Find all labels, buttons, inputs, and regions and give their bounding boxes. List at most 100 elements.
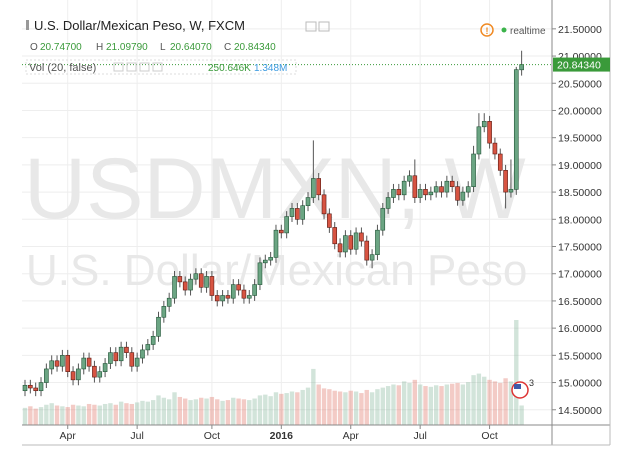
y-tick-label: 17.00000: [558, 269, 602, 281]
candle-body: [198, 273, 204, 288]
candle-body: [49, 360, 55, 370]
candle-body: [508, 189, 514, 193]
y-tick-label: 16.50000: [558, 296, 602, 308]
volume-bar: [134, 402, 140, 425]
candle-body: [353, 232, 359, 250]
volume-bar: [375, 389, 380, 425]
volume-bar: [492, 381, 498, 425]
volume-bar: [22, 407, 28, 425]
volume-bar: [247, 400, 252, 425]
candle-body: [177, 276, 183, 283]
icon[interactable]: [139, 62, 150, 72]
legend-value: 21.09790: [106, 42, 148, 53]
volume-bar: [177, 396, 183, 425]
candles: [22, 50, 524, 397]
candle-body: [65, 355, 71, 372]
candle-body: [76, 368, 81, 381]
candle-body: [465, 186, 471, 193]
candle-body: [60, 355, 65, 367]
candle-body: [145, 344, 151, 351]
candle-body: [140, 349, 145, 359]
y-tick-label: 15.00000: [558, 378, 602, 390]
volume-bar: [433, 385, 439, 425]
candle-body: [81, 357, 87, 370]
candle-body: [230, 284, 236, 299]
volume-bar: [359, 393, 364, 425]
volume-legend-box: [25, 59, 297, 75]
volume-bar: [428, 386, 434, 425]
volume-bar: [54, 405, 60, 425]
volume-bar: [38, 407, 44, 425]
y-tick-label: 15.50000: [558, 350, 602, 362]
volume-bar: [279, 393, 284, 425]
candle-body: [476, 126, 482, 155]
close-icon[interactable]: [318, 21, 330, 32]
icon[interactable]: [126, 62, 137, 72]
y-tick-label: 18.50000: [558, 187, 602, 199]
volume-bar: [231, 397, 236, 425]
candle-body: [246, 295, 252, 299]
legend-value: 20.64070: [170, 42, 212, 53]
volume-bar: [364, 389, 369, 425]
candle-body: [113, 352, 119, 362]
volume-bar: [225, 400, 231, 425]
collapse-icon[interactable]: [26, 20, 29, 30]
candle-body: [38, 382, 44, 392]
candle-body: [241, 289, 247, 299]
candle-body: [481, 121, 487, 128]
volume-bar: [204, 398, 209, 425]
volume-bar: [498, 382, 503, 425]
y-tick-label: 21.50000: [558, 24, 602, 36]
axes: 14.50000 15.00000 15.50000 16.00000 16.50000…: [22, 24, 610, 442]
volume-bar: [327, 389, 332, 425]
candle-body: [236, 284, 241, 291]
candle-body: [156, 316, 161, 337]
volume-bar: [417, 384, 423, 425]
icon[interactable]: [113, 62, 124, 72]
volume-bar: [60, 406, 65, 425]
candle-body: [343, 235, 348, 253]
volume-bar: [129, 403, 134, 425]
volume-bar: [44, 404, 49, 425]
candle-body: [316, 178, 322, 196]
volume-bar: [145, 401, 151, 425]
volume-bar: [263, 394, 268, 425]
volume-bar: [252, 398, 257, 425]
volume-bar: [476, 373, 482, 425]
volume-bar: [76, 405, 81, 425]
volume-bar: [471, 375, 476, 425]
candle-body: [439, 186, 444, 193]
y-tick-label: 17.50000: [558, 242, 602, 254]
last-price-box: [553, 57, 610, 72]
volume-bar: [49, 403, 54, 425]
y-tick-label: 16.00000: [558, 323, 602, 335]
legend-key: C: [224, 42, 231, 53]
candle-body: [284, 216, 289, 234]
volume-bar: [150, 400, 156, 425]
volume-bar: [97, 405, 102, 425]
icon[interactable]: [152, 62, 163, 72]
candle-body: [332, 227, 338, 245]
alert-icon[interactable]: [480, 23, 494, 37]
candle-body: [513, 69, 519, 190]
x-tick-label: Jul: [413, 430, 426, 442]
settings-icon[interactable]: [305, 21, 317, 32]
x-tick-label: Oct: [204, 430, 220, 442]
volume-bar: [455, 382, 460, 425]
candle-body: [118, 346, 124, 362]
candle-body: [396, 189, 402, 196]
candle-body: [385, 197, 391, 209]
candle-body: [193, 273, 199, 280]
volume-bar: [482, 376, 487, 425]
candle-body: [129, 352, 135, 367]
candle-body: [337, 243, 343, 253]
volume-bar: [332, 390, 337, 425]
candle-body: [391, 189, 396, 198]
volume-ma-value: 1.348M: [254, 63, 287, 74]
volume-bar: [444, 384, 450, 425]
legend-value: 20.74700: [40, 42, 82, 53]
alert-mark: !: [486, 26, 489, 36]
volume-bar: [140, 400, 145, 425]
candle-body: [262, 259, 268, 264]
